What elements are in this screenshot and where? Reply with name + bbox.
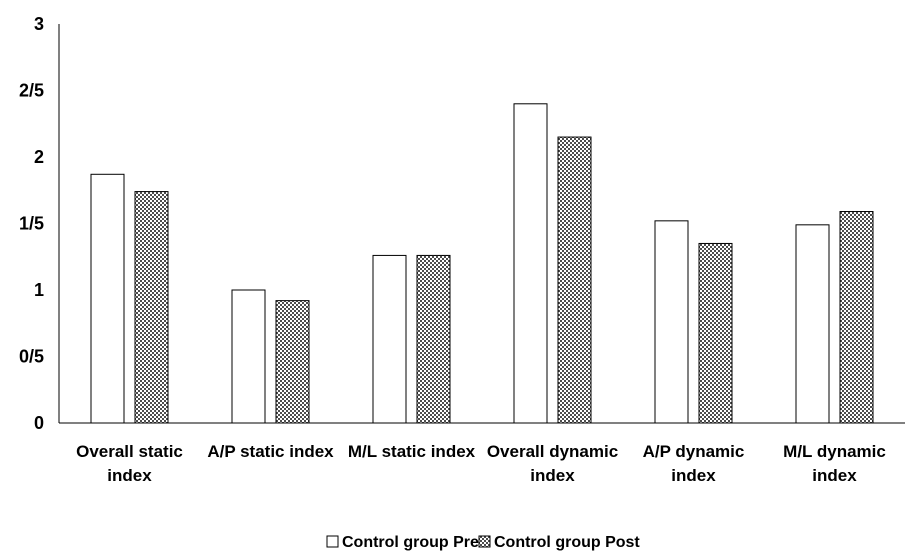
y-axis-ticks: 0 0/5 1 1/5 2 2/5 3 xyxy=(19,14,44,433)
y-tick-label: 0 xyxy=(34,413,44,433)
legend-label-post: Control group Post xyxy=(494,534,640,551)
bar-post xyxy=(839,211,874,424)
x-category-label: A/P static index xyxy=(207,442,334,461)
bar-post xyxy=(275,300,310,424)
bars xyxy=(90,103,874,424)
x-category-label: index xyxy=(530,466,575,485)
bar-pre xyxy=(654,220,689,424)
bar-pre xyxy=(90,173,125,424)
bar-pre xyxy=(513,103,548,424)
x-category-label: Overall static xyxy=(76,442,183,461)
bar-post xyxy=(557,136,592,424)
x-category-label: M/L dynamic xyxy=(783,442,886,461)
legend-label-pre: Control group Pre xyxy=(342,534,479,551)
x-axis-category-labels: Overall static index A/P static index M/L s… xyxy=(76,442,886,485)
x-category-label: Overall dynamic xyxy=(487,442,618,461)
bar-pre xyxy=(231,289,266,424)
x-category-label: M/L static index xyxy=(348,442,476,461)
y-tick-label: 2/5 xyxy=(19,81,44,101)
bar-post xyxy=(134,191,169,424)
bar-post xyxy=(416,254,451,424)
x-category-label: A/P dynamic xyxy=(643,442,745,461)
y-tick-label: 0/5 xyxy=(19,347,44,367)
bar-pre xyxy=(372,254,407,424)
y-tick-label: 2 xyxy=(34,147,44,167)
legend-swatch-pre xyxy=(326,535,339,548)
y-tick-label: 3 xyxy=(34,14,44,34)
x-category-label: index xyxy=(812,466,857,485)
bar-pre xyxy=(795,224,830,424)
y-tick-label: 1/5 xyxy=(19,214,44,234)
x-category-label: index xyxy=(671,466,716,485)
bar-post xyxy=(698,242,733,424)
y-tick-label: 1 xyxy=(34,280,44,300)
legend-swatch-post xyxy=(478,535,491,548)
x-category-label: index xyxy=(107,466,152,485)
legend: Control group Pre Control group Post xyxy=(326,534,640,551)
